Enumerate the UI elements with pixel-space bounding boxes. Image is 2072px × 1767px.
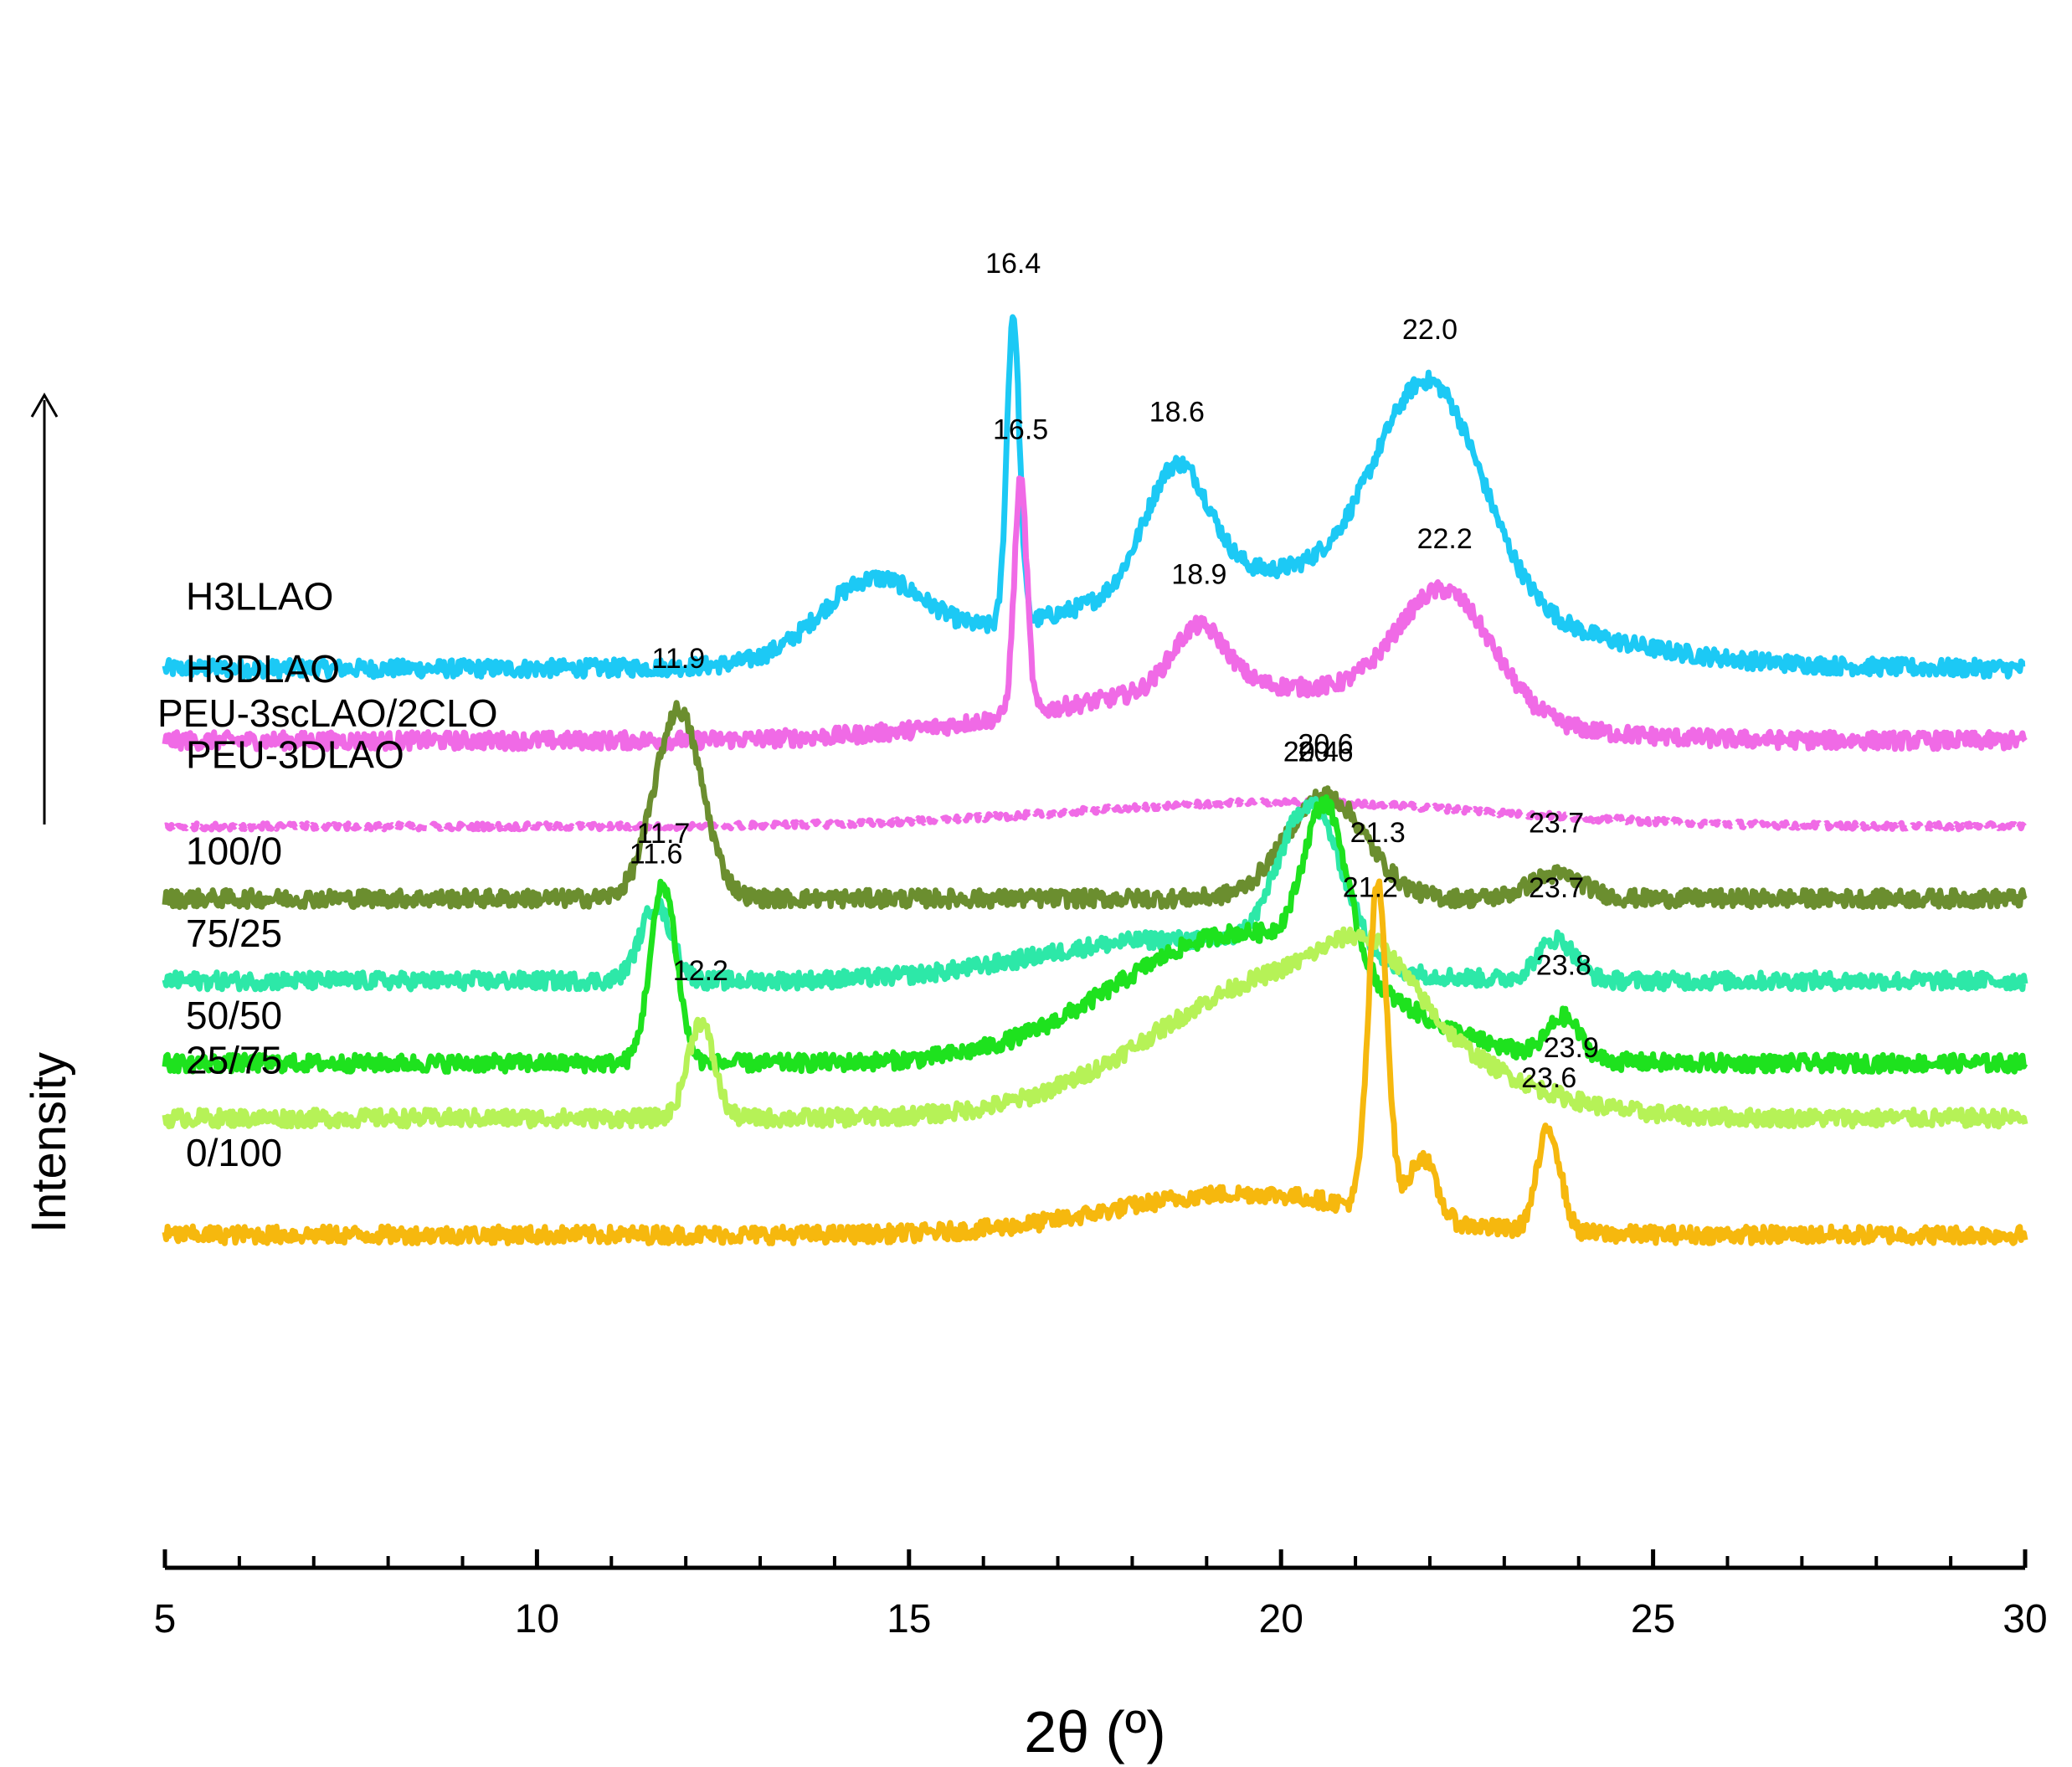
series-label-0-100: 0/100: [186, 1131, 282, 1174]
series-group: [162, 314, 2028, 1246]
peak-label-75-25-1: 20.4: [1283, 737, 1339, 768]
series-label-h3dlao: H3DLAO: [186, 647, 340, 691]
peak-label-50-50-0: 11.7: [637, 818, 691, 850]
series-label-h3llao: H3LLAO: [186, 575, 333, 619]
x-tick-group: 5 10 15 20 25 30: [154, 1549, 2048, 1641]
peak-label-50-50-2: 23.8: [1536, 950, 1591, 982]
peak-label-100-0-0: 11.9: [651, 643, 705, 675]
peak-label-h3llao-2: 22.0: [1402, 314, 1458, 346]
x-tick-label-30: 30: [2003, 1597, 2047, 1641]
peak-label-group: 16.4 18.6 22.0 16.5 18.9 22.2 11.9 20.6 23.7 11.6…: [630, 248, 1599, 1094]
peak-label-h3dlao-0: 16.5: [993, 414, 1048, 446]
peak-label-25-75-2: 23.9: [1544, 1032, 1599, 1064]
series-label-25-75: 25/75: [186, 1039, 282, 1082]
series-line-h3dlao: [162, 475, 2028, 753]
series-line-h3llao: [162, 314, 2027, 681]
y-axis-title: Intensity: [22, 1052, 76, 1233]
peak-label-50-50-1: 20.6: [1298, 736, 1353, 768]
series-label-peu-3dlao: PEU-3DLAO: [186, 732, 404, 776]
series-label-100-0: 100/0: [186, 829, 282, 872]
peak-label-h3dlao-1: 18.9: [1171, 558, 1226, 590]
legend-header: PEU-3scLAO/2CLO: [157, 691, 497, 735]
x-tick-label-5: 5: [154, 1597, 177, 1641]
peak-label-25-75-1: 21.2: [1343, 872, 1398, 904]
series-label-75-25: 75/25: [186, 912, 282, 955]
intensity-arrow: [30, 392, 59, 824]
peak-label-0-100-1: 23.6: [1521, 1062, 1576, 1094]
x-axis-title: 2θ (º): [1024, 1699, 1166, 1764]
series-line-50-50: [162, 794, 2028, 1075]
peak-label-100-0-1: 20.6: [1298, 728, 1353, 760]
series-line-25-75: [162, 926, 2028, 1130]
peak-label-h3llao-0: 16.4: [985, 248, 1041, 280]
x-tick-label-20: 20: [1259, 1597, 1303, 1641]
peak-label-75-25-2: 23.7: [1529, 872, 1584, 904]
peak-label-0-100-0: 21.3: [1350, 817, 1406, 849]
peak-label-100-0-2: 23.7: [1529, 808, 1584, 840]
series-line-peu-3dlao: [163, 796, 2028, 833]
x-tick-label-25: 25: [1631, 1597, 1675, 1641]
series-line-100-0: [162, 700, 2028, 911]
series-line-75-25: [162, 796, 2028, 993]
peak-label-25-75-0: 12.2: [673, 955, 728, 987]
series-label-50-50: 50/50: [186, 994, 282, 1037]
peak-label-h3dlao-2: 22.2: [1417, 523, 1473, 555]
x-tick-label-10: 10: [515, 1597, 559, 1641]
peak-label-h3llao-1: 18.6: [1149, 397, 1205, 429]
peak-label-75-25-0: 11.6: [630, 839, 683, 871]
series-line-0-100: [162, 878, 2028, 1246]
series-label-group: H3LLAO H3DLAO PEU-3DLAO 100/0 75/25 50/5025/7…: [186, 575, 404, 1174]
x-tick-label-15: 15: [887, 1597, 931, 1641]
